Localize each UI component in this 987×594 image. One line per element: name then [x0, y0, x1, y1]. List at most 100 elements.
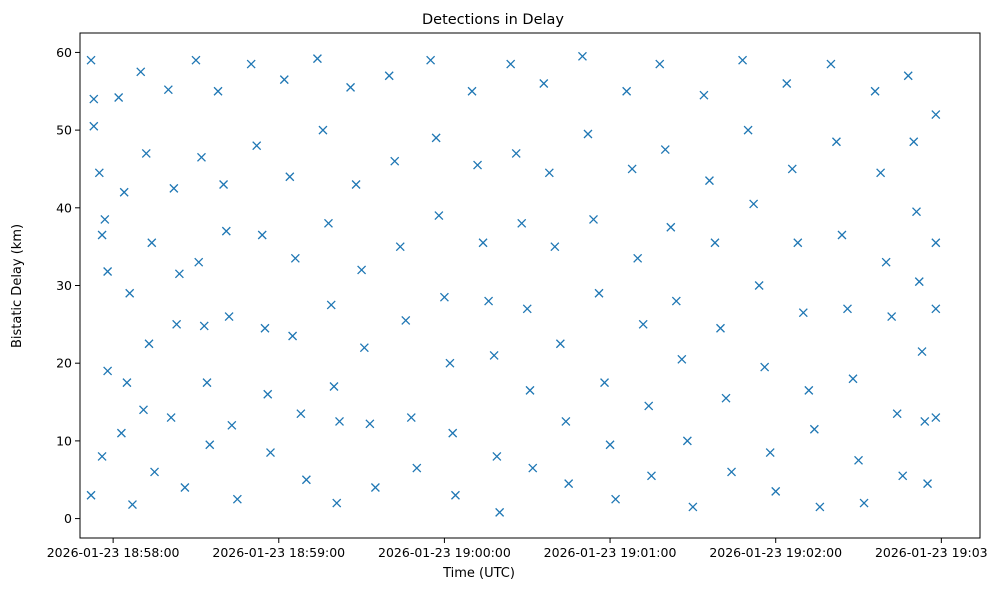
y-tick-label: 20 [56, 356, 72, 371]
data-point [478, 238, 488, 248]
data-point [434, 211, 444, 221]
data-point [227, 420, 237, 430]
data-point [517, 218, 527, 228]
data-point [431, 133, 441, 143]
data-point [467, 86, 477, 96]
data-point [448, 428, 458, 438]
data-point [666, 222, 676, 232]
data-point [163, 85, 173, 95]
data-point [600, 378, 609, 388]
data-point [147, 238, 157, 248]
data-point [351, 180, 361, 189]
data-point [589, 215, 598, 224]
data-point [426, 55, 436, 65]
y-axis-ticks: 0 10 20 30 40 50 60 [56, 45, 80, 526]
data-point [564, 479, 574, 489]
data-point [699, 90, 709, 100]
data-point [263, 389, 273, 399]
x-tick-label: 2026-01-23 18:58:00 [47, 545, 180, 560]
data-point [213, 86, 223, 96]
data-point [765, 448, 775, 457]
chart-title: Detections in Delay [422, 12, 564, 28]
data-point [221, 226, 231, 236]
data-point [288, 331, 298, 341]
data-point [332, 498, 342, 508]
data-point [122, 378, 132, 388]
data-point [688, 502, 698, 512]
data-point [318, 125, 328, 135]
data-point [912, 207, 921, 217]
data-point [898, 471, 908, 481]
data-point [89, 121, 99, 131]
data-point [86, 55, 96, 65]
x-tick-label: 2026-01-23 18:59:00 [212, 545, 345, 560]
data-point [525, 385, 535, 395]
data-point [876, 168, 886, 178]
data-point [528, 463, 538, 473]
data-point [114, 93, 124, 102]
data-point [346, 82, 356, 92]
data-point [279, 75, 289, 85]
data-point [923, 479, 933, 489]
data-point [611, 494, 621, 504]
data-point [312, 54, 322, 64]
data-point [125, 288, 135, 298]
data-point [365, 419, 375, 429]
data-point [484, 296, 494, 306]
data-point [749, 199, 759, 209]
data-point [103, 366, 113, 376]
data-point [370, 483, 380, 492]
data-point [854, 455, 863, 465]
data-point [100, 215, 110, 224]
x-tick-label: 2026-01-23 19:03:00 [875, 545, 987, 560]
data-point [848, 374, 858, 384]
data-point [329, 382, 339, 391]
data-point [920, 417, 930, 426]
data-point [412, 463, 422, 473]
data-point [246, 59, 256, 69]
data-point [401, 316, 411, 325]
y-tick-label: 60 [56, 45, 72, 60]
data-point [205, 440, 215, 450]
data-point [359, 343, 369, 353]
data-point [837, 230, 847, 240]
data-point [859, 498, 869, 508]
data-point [150, 467, 159, 477]
data-point [727, 467, 736, 477]
data-point [754, 281, 764, 290]
data-point [677, 354, 687, 364]
data-point [473, 160, 483, 170]
data-point [782, 79, 792, 88]
data-point [605, 440, 615, 450]
data-point [721, 393, 731, 403]
data-point [881, 257, 891, 267]
data-point [627, 164, 637, 174]
data-point [870, 86, 880, 96]
data-point [194, 257, 204, 267]
data-point [219, 180, 229, 189]
data-point [594, 288, 604, 298]
data-point [395, 242, 405, 252]
x-axis-ticks: 2026-01-23 18:58:00 2026-01-23 18:59:00 20… [47, 538, 987, 560]
data-point [191, 55, 201, 65]
data-point [506, 59, 516, 69]
data-point [831, 137, 841, 147]
data-point [843, 304, 852, 314]
data-point [445, 358, 455, 368]
data-point [743, 125, 753, 135]
data-point [771, 486, 781, 496]
data-point [103, 267, 113, 276]
data-point [644, 401, 654, 411]
data-point [577, 51, 587, 61]
data-point [384, 71, 394, 81]
data-point [266, 448, 275, 457]
data-point [139, 405, 148, 415]
data-point [199, 321, 209, 331]
y-axis-label: Bistatic Delay (km) [10, 224, 25, 348]
data-point [127, 500, 137, 510]
data-point [655, 59, 665, 69]
x-tick-label: 2026-01-23 19:00:00 [378, 545, 511, 560]
data-point [296, 409, 306, 419]
